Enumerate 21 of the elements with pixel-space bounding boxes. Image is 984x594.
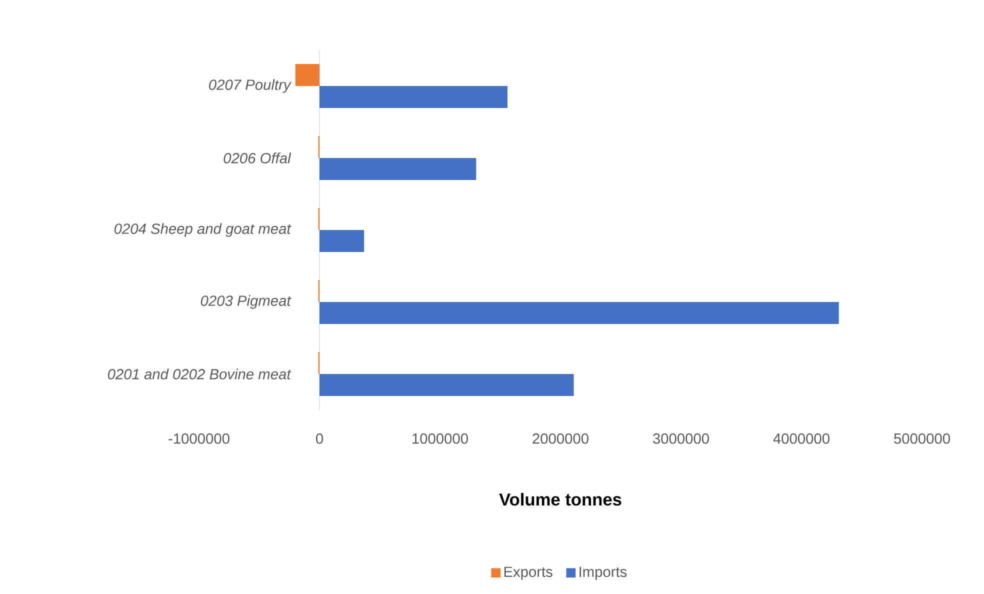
x-axis-title: Volume tonnes <box>499 492 622 506</box>
legend-label: Exports <box>504 566 552 580</box>
y-tick-label: 0206 Offal <box>224 152 292 164</box>
bar <box>320 86 508 108</box>
y-tick-label: 0201 and 0202 Bovine meat <box>108 368 292 380</box>
bar <box>320 158 476 180</box>
x-tick-label: 4000000 <box>773 433 830 444</box>
x-tick-label: 3000000 <box>653 433 709 444</box>
bar <box>295 64 320 86</box>
x-tick-label: 1000000 <box>412 433 468 444</box>
bar <box>320 374 574 396</box>
x-tick-label: 5000000 <box>894 433 950 444</box>
x-tick-label: 2000000 <box>532 433 588 444</box>
y-tick-label: 0203 Pigmeat <box>200 295 292 309</box>
x-tick-label: -1000000 <box>168 433 230 444</box>
legend-label: Imports <box>580 566 627 580</box>
y-tick-label: 0207 Poultry <box>209 79 292 93</box>
y-tick-label: 0204 Sheep and goat meat <box>114 223 292 237</box>
bar <box>320 230 364 252</box>
bar <box>320 302 839 324</box>
x-tick-label: 0 <box>316 433 323 444</box>
